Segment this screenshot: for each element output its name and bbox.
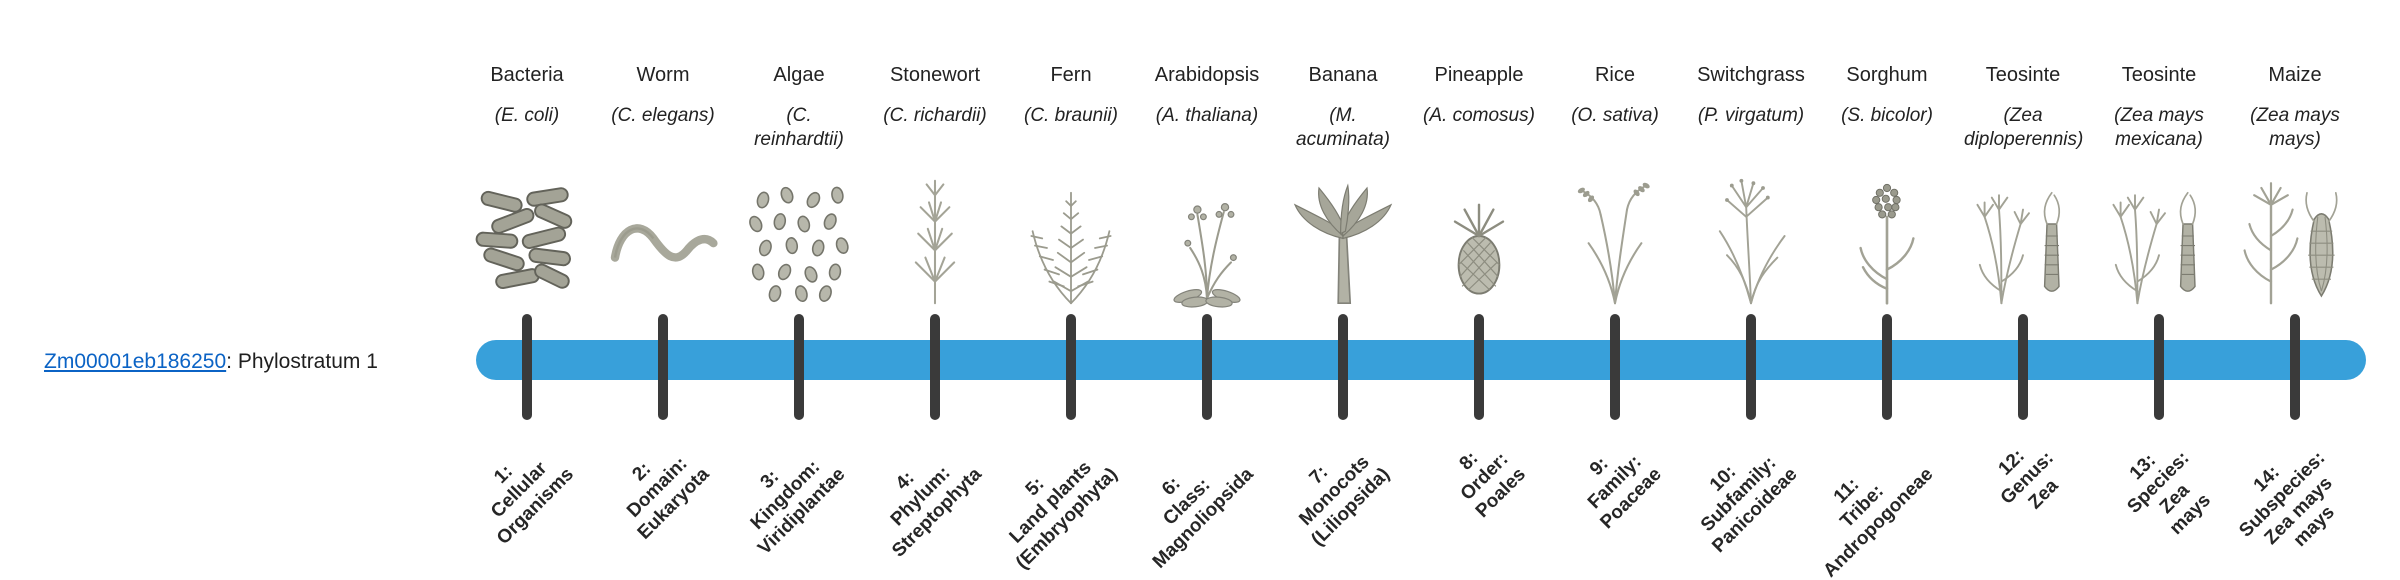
phylostratum-rank-label: 7: Monocots (Liliopsida)	[1295, 451, 1394, 551]
taxon-common-name: Worm	[636, 64, 690, 86]
taxon-scientific-name: (M. acuminata)	[1296, 105, 1390, 150]
taxon-scientific-name: (Zea mays mays)	[2250, 105, 2340, 150]
worm-icon	[603, 176, 723, 313]
gene-link[interactable]: Zm00001eb186250	[44, 350, 227, 373]
switchgrass-icon	[1691, 176, 1811, 313]
phylostratum-rank-label: 9: Family: Poaceae	[1584, 451, 1666, 534]
taxon-common-name: Bacteria	[490, 64, 564, 86]
taxon-scientific-name: (C. richardii)	[883, 105, 987, 126]
timeline-tick	[1610, 314, 1620, 420]
phylostratum-rank-label: 3: Kingdom: Viridiplantae	[747, 456, 850, 559]
phylostratum-rank-label: 1: Cellular Organisms	[487, 458, 578, 549]
timeline-tick	[658, 314, 668, 420]
timeline-tick	[2290, 314, 2300, 420]
timeline-bar	[476, 340, 2366, 380]
fern-icon	[1011, 176, 1131, 313]
timeline-tick	[522, 314, 532, 420]
banana-icon	[1283, 176, 1403, 313]
stonewort-icon	[875, 176, 995, 313]
phylostratum-rank-label: 6: Class: Magnoliopsida	[1148, 463, 1258, 573]
phylostratum-rank-label: 10: Subfamily: Panicoideae	[1697, 452, 1802, 557]
taxon-scientific-name: (P. virgatum)	[1697, 105, 1805, 126]
phylostratum-rank-label: 8: Order: Poales	[1455, 447, 1530, 522]
bacteria-icon	[467, 176, 587, 313]
taxon-scientific-name: (A. thaliana)	[1155, 105, 1259, 126]
maize-icon	[2235, 176, 2355, 313]
phylostratum-rank-label: 12: Genus: Zea	[1994, 445, 2062, 514]
taxon-common-name: Pineapple	[1434, 64, 1524, 86]
taxon-scientific-name: (Zea diploperennis)	[1964, 105, 2084, 150]
taxon-scientific-name: (S. bicolor)	[1841, 105, 1933, 126]
timeline-tick	[1338, 314, 1348, 420]
taxon-scientific-name: (C. elegans)	[611, 105, 715, 126]
timeline-tick	[1066, 314, 1076, 420]
timeline-tick	[2154, 314, 2164, 420]
taxon-scientific-name: (O. sativa)	[1571, 105, 1659, 126]
timeline-tick	[1882, 314, 1892, 420]
arabidopsis-icon	[1147, 176, 1267, 313]
timeline-tick	[1202, 314, 1212, 420]
phylostratum-rank-label: 13: Species: Zea mays	[2123, 447, 2215, 540]
timeline-tick	[1474, 314, 1484, 420]
timeline-tick	[930, 314, 940, 420]
phylostratum-rank-label: 5: Land plants (Embryophyta)	[1005, 457, 1122, 574]
phylostratum-rank-label: 11: Tribe: Andropogoneae	[1819, 463, 1938, 580]
taxon-scientific-name: (C. braunii)	[1024, 105, 1118, 126]
phylostratum-rank-label: 14: Subspecies: Zea mays mays	[2235, 447, 2339, 552]
taxon-common-name: Banana	[1308, 64, 1378, 86]
taxon-scientific-name: (A. comosus)	[1423, 105, 1535, 126]
timeline-tick	[1746, 314, 1756, 420]
timeline-tick	[794, 314, 804, 420]
sorghum-icon	[1827, 176, 1947, 313]
taxon-common-name: Switchgrass	[1697, 64, 1805, 86]
phylostratum-text: : Phylostratum 1	[226, 350, 378, 373]
phylostratum-rank-label: 4: Phylum: Streptophyta	[886, 462, 986, 562]
gene-phylostratum-label: Zm00001eb186250: Phylostratum 1	[44, 350, 378, 374]
algae-icon	[739, 176, 859, 313]
pineapple-icon	[1419, 176, 1539, 313]
taxon-common-name: Sorghum	[1846, 64, 1928, 86]
phylostratum-rank-label: 2: Domain: Eukaryota	[623, 453, 714, 544]
taxon-scientific-name: (C. reinhardtii)	[754, 105, 844, 150]
taxon-scientific-name: (Zea mays mexicana)	[2114, 105, 2204, 150]
taxon-common-name: Fern	[1050, 64, 1092, 86]
taxon-common-name: Algae	[773, 64, 825, 86]
taxon-common-name: Rice	[1594, 64, 1636, 86]
rice-icon	[1555, 176, 1675, 313]
timeline-tick	[2018, 314, 2028, 420]
taxon-common-name: Teosinte	[2121, 64, 2197, 86]
taxon-scientific-name: (E. coli)	[494, 105, 560, 126]
taxon-common-name: Teosinte	[1985, 64, 2061, 86]
taxon-common-name: Maize	[2268, 64, 2322, 86]
teosinte-icon	[1963, 176, 2083, 313]
teosinte-icon	[2099, 176, 2219, 313]
taxon-common-name: Arabidopsis	[1154, 64, 1260, 86]
taxon-common-name: Stonewort	[889, 64, 981, 86]
